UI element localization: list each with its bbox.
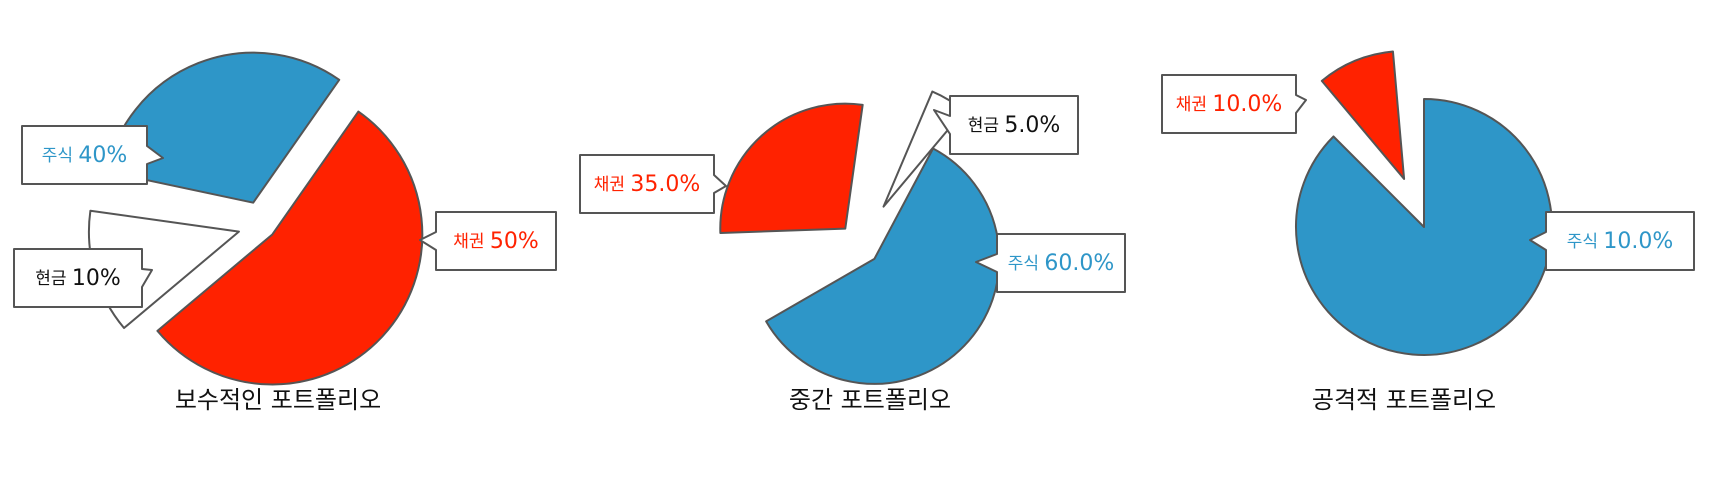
slice-label: 채권 50% — [453, 229, 539, 254]
slice-name: 채권 — [594, 175, 631, 195]
slice-label: 현금 10% — [35, 266, 121, 291]
callout-box — [579, 154, 727, 214]
pie-chart-1: 주식 40% 채권 50% 현금 10% 보수적인 포트폴리오 — [13, 51, 557, 414]
callout-2-1: 채권 35.0% — [579, 154, 727, 214]
callout-3-1: 채권 10.0% — [1161, 74, 1307, 134]
slice-name: 채권 — [453, 232, 490, 252]
callout-box — [975, 233, 1126, 293]
pie-chart-3: 채권 10.0%주식 10.0%공격적 포트폴리오 — [1161, 50, 1695, 414]
pie-slice-2-3 — [765, 147, 1001, 385]
callout-box — [933, 95, 1079, 155]
pie-slice-3-1 — [1320, 50, 1406, 180]
callout-1-2: 채권 50% — [419, 211, 557, 271]
callout-box — [13, 248, 153, 308]
slice-name: 채권 — [1176, 95, 1213, 115]
slice-value: 35.0% — [630, 172, 700, 197]
pie-slice-2-1 — [719, 102, 864, 235]
slice-value: 60.0% — [1044, 251, 1114, 276]
pie-slice-3-2 — [1295, 98, 1553, 356]
slice-label: 채권 35.0% — [594, 172, 701, 197]
chart-title: 중간 포트폴리오 — [789, 386, 951, 414]
slice-value: 40% — [78, 143, 127, 168]
slice-label: 현금 5.0% — [968, 113, 1061, 138]
callout-2-2: 현금 5.0% — [933, 95, 1079, 155]
slice-name: 현금 — [968, 116, 1005, 136]
slice-value: 10.0% — [1603, 229, 1673, 254]
chart-title: 공격적 포트폴리오 — [1312, 386, 1496, 414]
callout-3-2: 주식 10.0% — [1529, 211, 1695, 271]
slice-value: 10% — [72, 266, 121, 291]
slice-value: 5.0% — [1004, 113, 1060, 138]
callout-box — [21, 125, 164, 185]
slice-name: 주식 — [1567, 232, 1604, 252]
pie-slice-1-2 — [156, 110, 424, 386]
callout-box — [1529, 211, 1695, 271]
slice-label: 주식 60.0% — [1008, 251, 1115, 276]
callout-1-1: 주식 40% — [21, 125, 164, 185]
callout-2-3: 주식 60.0% — [975, 233, 1126, 293]
callout-box — [419, 211, 557, 271]
slice-name: 현금 — [35, 269, 72, 289]
slice-value: 10.0% — [1212, 92, 1282, 117]
slice-name: 주식 — [1008, 254, 1045, 274]
pie-chart-2: 채권 35.0% 현금 5.0% 주식 60.0% 중간 포트폴리오 — [579, 90, 1126, 414]
slice-value: 50% — [490, 229, 539, 254]
slice-label: 주식 10.0% — [1567, 229, 1674, 254]
slice-label: 주식 40% — [42, 143, 128, 168]
callout-box — [1161, 74, 1307, 134]
chart-title: 보수적인 포트폴리오 — [175, 386, 381, 414]
slice-name: 주식 — [42, 146, 79, 166]
slice-label: 채권 10.0% — [1176, 92, 1283, 117]
callout-1-3: 현금 10% — [13, 248, 153, 308]
